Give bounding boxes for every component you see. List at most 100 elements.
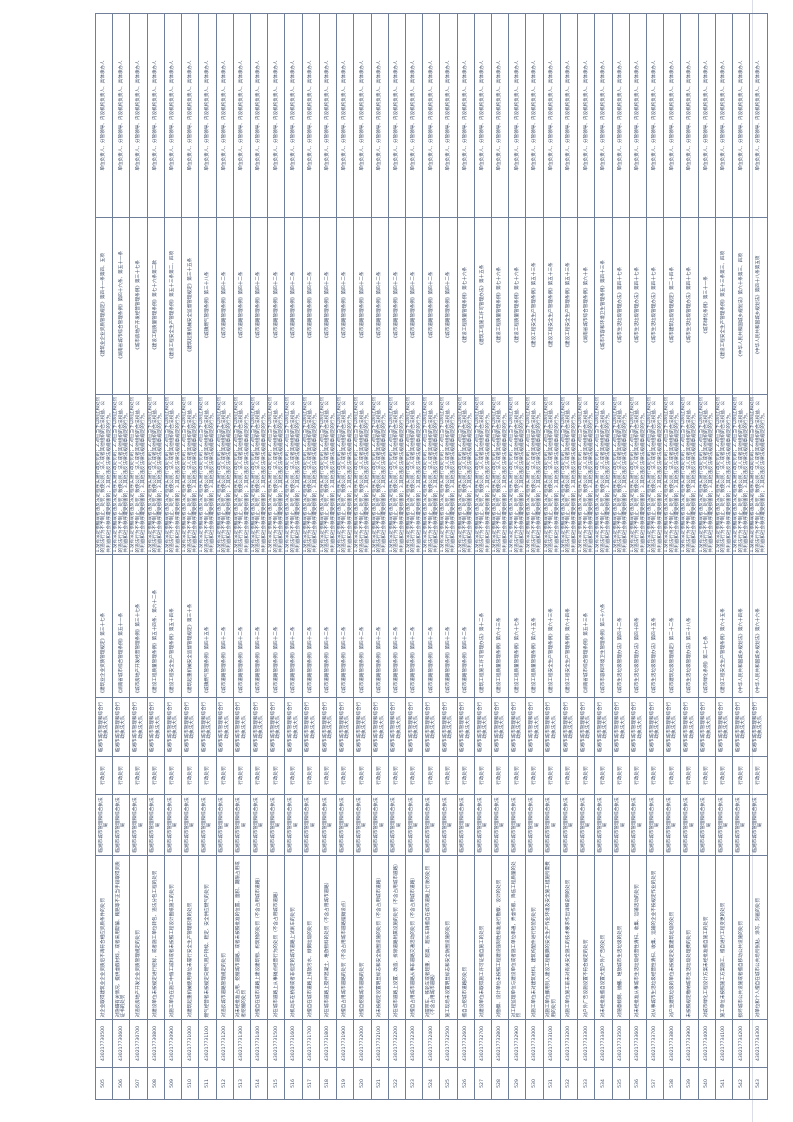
responsible-persons: 单位负责人、分管领导、内设机构负责人、具体承办人 — [439, 13, 458, 218]
row-number: 515 — [267, 1067, 285, 1100]
accountability-case: 1.没有法定依据或者违反法定程序实施行政处罚的；2.对应当予以制止和处罚的违法行… — [336, 394, 354, 555]
item-code: 430217732500 — [439, 1019, 458, 1068]
accountability-basis: 《城市道路管理条例》第四十二条 — [388, 217, 406, 395]
accountability-case: 1.没有法定依据或者违反法定程序实施行政处罚的；2.对应当予以制止和处罚的违法行… — [216, 394, 234, 555]
accountability-basis: 《城市生活垃圾管理办法》第四十七条 — [629, 217, 647, 395]
item-name: 对建筑起重机械使用单位未履行安全生产管理职责的处罚 — [181, 855, 199, 1020]
legal-basis: 《城市道路管理条例》第四十二条 — [267, 554, 285, 698]
item-name: 对建设单位未按规定进行招标，或者施工单位转包、违法分包工程的处罚 — [147, 855, 165, 1020]
responsible-persons: 单位负责人、分管领导、内设机构负责人、具体承办人 — [129, 13, 148, 218]
handling-unit: 临湘市城市管理和综合行政执法大队 — [181, 697, 199, 757]
accountability-basis: 《建设工程质量管理条例》第七十六条第二款 — [147, 217, 165, 395]
table-row: 528 430217732800 对勘察、设计单位未按照工程建设强制性标准进行勘察、… — [491, 13, 509, 1100]
item-name: 对擅自占用城市道路的处罚（不含占用城市道路摆摊设点） — [336, 855, 354, 1020]
table-row: 515 430217731500 对在城市道路上从事摊点经营行为的处罚（不含占用城市… — [267, 13, 285, 1100]
accountability-case: 1.没有法定依据或者违反法定程序实施行政处罚的；2.对应当予以制止和处罚的违法行… — [284, 394, 303, 555]
legal-basis: 《建设工程安全生产管理条例》第六十三条 — [543, 554, 561, 698]
item-code: 430217733100 — [543, 1019, 561, 1068]
handling-unit: 临湘市城市管理和综合行政执法大队 — [405, 697, 423, 757]
accountability-case: 1.没有法定依据或者违反法定程序实施行政处罚的；2.对应当予以制止和处罚的违法行… — [629, 394, 647, 555]
responsible-persons: 单位负责人、分管领导、内设机构负责人、具体承办人 — [422, 13, 440, 218]
responsible-subject: 临湘市城市管理和综合执法局 — [302, 794, 320, 856]
accountability-basis: 《建设工程安全生产管理条例》第五十三条第三、四项 — [715, 217, 733, 395]
accountability-basis: 《建筑工程施工许可管理办法》第十五条 — [474, 217, 492, 395]
legal-basis: 《建筑起重机械安全监督管理规定》第三十条 — [181, 554, 199, 698]
table-row: 531 430217733100 对施工单位挪用列入建设工程概算的安全生产作业环境及… — [543, 13, 561, 1100]
row-number: 531 — [543, 1067, 561, 1100]
item-type: 行政处罚 — [732, 756, 750, 795]
accountability-basis: 《城市道路管理条例》第四十二条 — [405, 217, 423, 395]
item-code: 430217732300 — [405, 1019, 423, 1068]
responsible-subject: 临湘市城市管理和综合执法局 — [560, 794, 578, 856]
accountability-basis: 《城市道路管理条例》第四十二条 — [353, 217, 371, 395]
table-row: 522 430217732200 对在城市道路上设置、改造、拆除道路附属设施的处罚（… — [388, 13, 406, 1100]
row-number: 521 — [371, 1067, 389, 1100]
accountability-case: 1.没有法定依据或者违反法定程序实施行政处罚的；2.对应当予以制止和处罚的违法行… — [112, 394, 130, 555]
table-row: 517 430217731700 对擅自在城市道路上排放污水、倾倒垃圾的处罚 临湘市城… — [302, 13, 320, 1100]
responsible-subject: 临湘市城市管理和综合执法局 — [216, 794, 234, 856]
row-number: 506 — [112, 1067, 130, 1100]
responsible-subject: 临湘市城市管理和综合执法局 — [525, 794, 544, 856]
row-number: 525 — [439, 1067, 458, 1100]
table-row: 518 430217731800 对在城市道路上搅拌混凝土、堆放物料的处罚（不含占用… — [319, 13, 337, 1100]
table-row: 512 430217731200 对违反城市道路管理规定的处罚 临湘市城市管理和综合执… — [216, 13, 234, 1100]
item-type: 行政处罚 — [284, 756, 303, 795]
item-code: 430217734100 — [715, 1019, 733, 1068]
item-type: 行政处罚 — [302, 756, 320, 795]
table-row: 530 430217733000 对施工单位未对建筑材料、建筑构配件进行检验的处罚临… — [525, 13, 544, 1100]
row-number: 543 — [749, 1067, 768, 1100]
table-row: 540 430217734000 对城市绿化工程设计方案未经批准擅自施工的处罚 临湘市… — [698, 13, 716, 1100]
item-name: 对从事城市生活垃圾经营性清扫、收集、运输的企业不按规定作业的处罚 — [646, 855, 664, 1020]
responsible-persons: 单位负责人、分管领导、内设机构负责人、具体承办人 — [371, 13, 389, 218]
table-row: 508 430217730800 对建设单位未按规定进行招标，或者施工单位转包、违法… — [147, 13, 165, 1100]
responsible-persons: 单位负责人、分管领导、内设机构负责人、具体承办人 — [112, 13, 130, 218]
item-type: 行政处罚 — [629, 756, 647, 795]
table-row: 527 430217732700 对建设单位未取得施工许可证擅自施工的处罚 临湘市城市… — [474, 13, 492, 1100]
accountability-basis: 《城市道路管理条例》第四十二条 — [422, 217, 440, 395]
item-code: 430217732600 — [457, 1019, 475, 1068]
row-number: 536 — [629, 1067, 647, 1100]
accountability-case: 1.没有法定依据或者违反法定程序实施行政处罚的；2.对应当予以制止和处罚的违法行… — [577, 394, 595, 555]
item-name: 对擅自在城市道路上建设建筑物、构筑物的处罚（不含占用城市道路） — [250, 855, 268, 1020]
item-code: 430217731200 — [216, 1019, 234, 1068]
accountability-basis: 《城市市容和环境卫生管理条例》第四十三条 — [594, 217, 613, 395]
responsible-subject: 临湘市城市管理和综合执法局 — [267, 794, 285, 856]
accountability-basis: 《建设工程安全生产管理条例》第五十三条 — [560, 217, 578, 395]
responsible-persons: 单位负责人、分管领导、内设机构负责人、具体承办人 — [749, 13, 768, 218]
legal-basis: 《建设工程质量管理条例》第五十四条、第六十二条 — [147, 554, 165, 698]
responsible-persons: 单位负责人、分管领导、内设机构负责人、具体承办人 — [698, 13, 716, 218]
responsible-subject: 临湘市城市管理和综合执法局 — [388, 794, 406, 856]
accountability-case: 1.没有法定依据或者违反法定程序实施行政处罚的；2.对应当予以制止和处罚的违法行… — [439, 394, 458, 555]
handling-unit: 临湘市城市管理和综合行政执法大队 — [474, 697, 492, 757]
item-type: 行政处罚 — [525, 756, 544, 795]
responsible-persons: 单位负责人、分管领导、内设机构负责人、具体承办人 — [181, 13, 199, 218]
handling-unit: 临湘市城市管理和综合行政执法大队 — [612, 697, 630, 757]
legal-basis: 《城市道路管理条例》第四十二条 — [353, 554, 371, 698]
handling-unit: 临湘市城市管理和综合行政执法大队 — [302, 697, 320, 757]
accountability-basis: 《建设工程质量管理条例》第七十六条 — [508, 217, 526, 395]
table-row: 535 430217733500 对随意倾倒、抛撒、堆放城市生活垃圾的处罚 临湘市城市… — [612, 13, 630, 1100]
item-type: 行政处罚 — [336, 756, 354, 795]
item-code: 430217733400 — [594, 1019, 613, 1068]
responsible-subject: 临湘市城市管理和综合执法局 — [353, 794, 371, 856]
item-type: 行政处罚 — [371, 756, 389, 795]
responsible-persons: 单位负责人、分管领导、内设机构负责人、具体承办人 — [233, 13, 251, 218]
row-number: 529 — [508, 1067, 526, 1100]
row-number: 532 — [560, 1067, 578, 1100]
table-row: 524 430217732400 对履带车、铁轮车或者超重、超高、超长车辆擅自在城市… — [422, 13, 440, 1100]
responsible-persons: 单位负责人、分管领导、内设机构负责人、具体承办人 — [284, 13, 303, 218]
accountability-case: 1.没有法定依据或者违反法定程序实施行政处罚的；2.对应当予以制止和处罚的违法行… — [95, 394, 113, 555]
row-number: 539 — [680, 1067, 699, 1100]
item-code: 430217731300 — [233, 1019, 251, 1068]
responsible-subject: 临湘市城市管理和综合执法局 — [543, 794, 561, 856]
item-name: 对户外广告设施设置不符合规定的处罚 — [577, 855, 595, 1020]
item-code: 430217733900 — [680, 1019, 699, 1068]
responsible-persons: 单位负责人、分管领导、内设机构负责人、具体承办人 — [302, 13, 320, 218]
item-code: 430217731700 — [302, 1019, 320, 1068]
item-code: 430217730900 — [164, 1019, 182, 1068]
responsible-persons: 单位负责人、分管领导、内设机构负责人、具体承办人 — [680, 13, 699, 218]
row-number: 508 — [147, 1067, 165, 1100]
responsible-subject: 临湘市城市管理和综合执法局 — [749, 794, 768, 856]
responsible-persons: 单位负责人、分管领导、内设机构负责人、具体承办人 — [474, 13, 492, 218]
row-number: 524 — [422, 1067, 440, 1100]
